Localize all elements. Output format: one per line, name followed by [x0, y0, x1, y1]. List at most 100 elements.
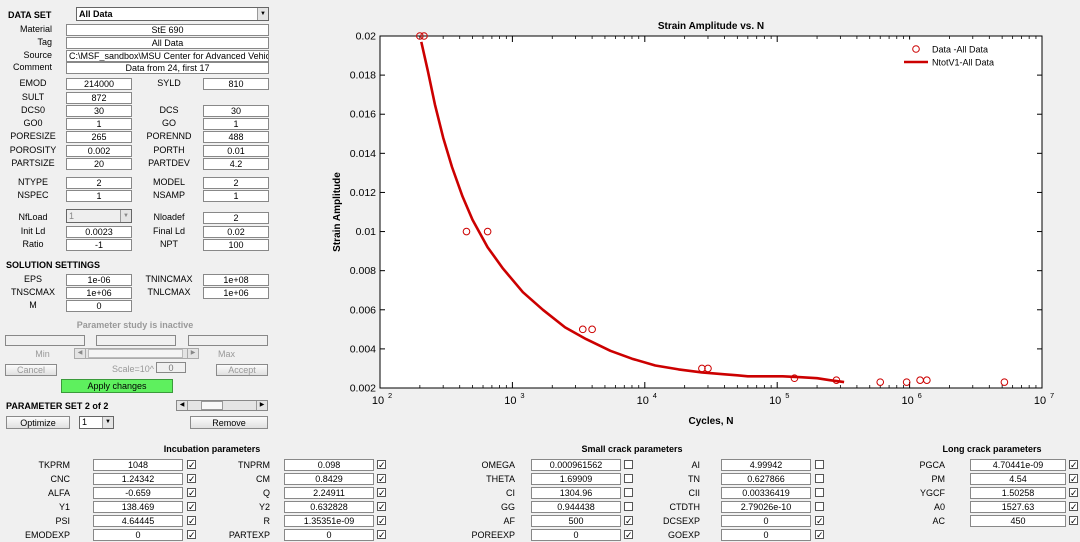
emod-field[interactable]: 214000 [66, 78, 132, 90]
incubation-param-field[interactable]: 138.469 [93, 501, 183, 513]
incubation-param-checkbox[interactable]: ✓ [377, 502, 386, 511]
param-study-field-3[interactable] [188, 335, 268, 346]
long-crack-param-field[interactable]: 1.50258 [970, 487, 1066, 499]
incubation-param-field[interactable]: 0.098 [284, 459, 374, 471]
small-crack-param-checkbox[interactable] [624, 502, 633, 511]
dcs0-field[interactable]: 30 [66, 105, 132, 117]
scale-field[interactable]: 0 [156, 362, 186, 373]
nfload-select[interactable]: 1 ▼ [66, 209, 132, 223]
m-field[interactable]: 0 [66, 300, 132, 312]
small-crack-param-field[interactable]: 0 [721, 529, 811, 541]
small-crack-param-field[interactable]: 0 [531, 529, 621, 541]
porosity-field[interactable]: 0.002 [66, 145, 132, 157]
small-crack-param-field[interactable]: 0.944438 [531, 501, 621, 513]
slider-right-arrow-icon[interactable]: ▶ [256, 401, 267, 410]
incubation-param-checkbox[interactable]: ✓ [187, 516, 196, 525]
incubation-param-field[interactable]: 1048 [93, 459, 183, 471]
comment-field[interactable]: Data from 24, first 17 [66, 62, 269, 74]
long-crack-param-checkbox[interactable]: ✓ [1069, 460, 1078, 469]
finalld-field[interactable]: 0.02 [203, 226, 269, 238]
tnscmax-field[interactable]: 1e+06 [66, 287, 132, 299]
incubation-param-field[interactable]: 0.632828 [284, 501, 374, 513]
nsamp-field[interactable]: 1 [203, 190, 269, 202]
incubation-param-checkbox[interactable]: ✓ [187, 530, 196, 539]
tag-field[interactable]: All Data [66, 37, 269, 49]
nspec-field[interactable]: 1 [66, 190, 132, 202]
small-crack-param-field[interactable]: 0.00336419 [721, 487, 811, 499]
dcs-field[interactable]: 30 [203, 105, 269, 117]
small-crack-param-field[interactable]: 1.69909 [531, 473, 621, 485]
param-study-field-1[interactable] [5, 335, 85, 346]
small-crack-param-checkbox[interactable] [815, 502, 824, 511]
long-crack-param-field[interactable]: 450 [970, 515, 1066, 527]
incubation-param-checkbox[interactable]: ✓ [377, 488, 386, 497]
long-crack-param-checkbox[interactable]: ✓ [1069, 474, 1078, 483]
small-crack-param-checkbox[interactable]: ✓ [624, 516, 633, 525]
small-crack-param-checkbox[interactable] [815, 474, 824, 483]
porennd-field[interactable]: 488 [203, 131, 269, 143]
small-crack-param-field[interactable]: 1304.96 [531, 487, 621, 499]
small-crack-param-field[interactable]: 4.99942 [721, 459, 811, 471]
dataset-select[interactable]: All Data ▼ [76, 7, 269, 21]
parameter-set-slider[interactable]: ◀ ▶ [176, 400, 268, 411]
incubation-param-checkbox[interactable]: ✓ [187, 474, 196, 483]
small-crack-param-field[interactable]: 0.000961562 [531, 459, 621, 471]
slider-left-arrow-icon[interactable]: ◀ [177, 401, 188, 410]
go0-field[interactable]: 1 [66, 118, 132, 130]
small-crack-param-checkbox[interactable]: ✓ [624, 530, 633, 539]
incubation-param-field[interactable]: 2.24911 [284, 487, 374, 499]
small-crack-param-checkbox[interactable] [624, 474, 633, 483]
initld-field[interactable]: 0.0023 [66, 226, 132, 238]
incubation-param-checkbox[interactable]: ✓ [187, 488, 196, 497]
long-crack-param-checkbox[interactable]: ✓ [1069, 502, 1078, 511]
ratio-field[interactable]: -1 [66, 239, 132, 251]
incubation-param-checkbox[interactable]: ✓ [187, 502, 196, 511]
small-crack-param-checkbox[interactable] [815, 488, 824, 497]
incubation-param-field[interactable]: 0.8429 [284, 473, 374, 485]
slider-thumb[interactable] [201, 401, 223, 410]
accept-button[interactable]: Accept [216, 364, 268, 376]
chevron-down-icon[interactable]: ▼ [102, 417, 113, 428]
chevron-down-icon[interactable]: ▼ [120, 210, 131, 222]
slider-thumb[interactable] [88, 349, 183, 358]
incubation-param-field[interactable]: 0 [284, 529, 374, 541]
slider-right-arrow-icon[interactable]: ▶ [187, 349, 198, 358]
model-field[interactable]: 2 [203, 177, 269, 189]
small-crack-param-checkbox[interactable] [624, 460, 633, 469]
partdev-field[interactable]: 4.2 [203, 158, 269, 170]
material-field[interactable]: StE 690 [66, 24, 269, 36]
poresize-field[interactable]: 265 [66, 131, 132, 143]
long-crack-param-checkbox[interactable]: ✓ [1069, 516, 1078, 525]
incubation-param-field[interactable]: 4.64445 [93, 515, 183, 527]
chevron-down-icon[interactable]: ▼ [257, 8, 268, 20]
sult-field[interactable]: 872 [66, 92, 132, 104]
source-field[interactable]: C:\MSF_sandbox\MSU Center for Advanced V… [66, 50, 269, 62]
small-crack-param-field[interactable]: 500 [531, 515, 621, 527]
param-study-slider[interactable]: ◀ ▶ [74, 348, 199, 359]
incubation-param-field[interactable]: -0.659 [93, 487, 183, 499]
remove-button[interactable]: Remove [190, 416, 268, 429]
incubation-param-field[interactable]: 0 [93, 529, 183, 541]
long-crack-param-field[interactable]: 4.54 [970, 473, 1066, 485]
param-study-field-2[interactable] [96, 335, 176, 346]
tnlcmax-field[interactable]: 1e+06 [203, 287, 269, 299]
ntype-field[interactable]: 2 [66, 177, 132, 189]
tnincmax-field[interactable]: 1e+08 [203, 274, 269, 286]
long-crack-param-checkbox[interactable]: ✓ [1069, 488, 1078, 497]
small-crack-param-checkbox[interactable]: ✓ [815, 516, 824, 525]
long-crack-param-field[interactable]: 1527.63 [970, 501, 1066, 513]
incubation-param-checkbox[interactable]: ✓ [377, 474, 386, 483]
long-crack-param-field[interactable]: 4.70441e-09 [970, 459, 1066, 471]
small-crack-param-field[interactable]: 0.627866 [721, 473, 811, 485]
incubation-param-checkbox[interactable]: ✓ [377, 530, 386, 539]
slider-left-arrow-icon[interactable]: ◀ [75, 349, 86, 358]
incubation-param-field[interactable]: 1.24342 [93, 473, 183, 485]
incubation-param-checkbox[interactable]: ✓ [187, 460, 196, 469]
small-crack-param-field[interactable]: 2.79026e-10 [721, 501, 811, 513]
small-crack-param-field[interactable]: 0 [721, 515, 811, 527]
porth-field[interactable]: 0.01 [203, 145, 269, 157]
apply-changes-button[interactable]: Apply changes [61, 379, 173, 393]
small-crack-param-checkbox[interactable]: ✓ [815, 530, 824, 539]
cancel-button[interactable]: Cancel [5, 364, 57, 376]
small-crack-param-checkbox[interactable] [624, 488, 633, 497]
